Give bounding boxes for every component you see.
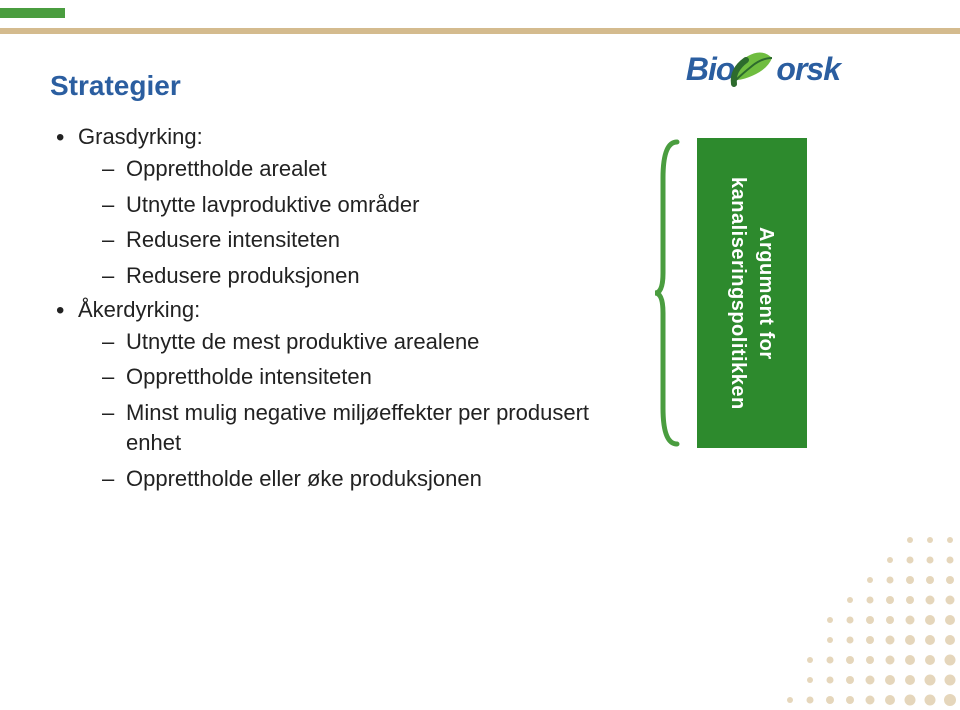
top-horizontal-line (0, 28, 960, 34)
bioforsk-logo: Bio orsk (686, 50, 840, 88)
sub-bullet-item: Minst mulig negative miljøeffekter per p… (102, 398, 650, 457)
curly-brace-icon (655, 138, 685, 448)
slide-content: Strategier Grasdyrking: Opprettholde are… (50, 70, 650, 499)
top-accent-bar (0, 8, 65, 18)
bullet-label: Grasdyrking: (78, 124, 203, 149)
bullet-item: Åkerdyrking: Utnytte de mest produktive … (50, 297, 650, 493)
sidebar-line2: kanaliseringspolitikken (727, 177, 749, 410)
logo-text-part1: Bio (686, 51, 735, 88)
sidebar-line1: Argument for (755, 227, 777, 360)
sub-bullet-list: Opprettholde arealet Utnytte lavprodukti… (78, 154, 650, 291)
logo-text-part2: orsk (776, 51, 840, 88)
slide-title: Strategier (50, 70, 650, 102)
sub-bullet-item: Redusere produksjonen (102, 261, 650, 291)
sidebar-box-text: Argument for kanaliseringspolitikken (724, 177, 780, 410)
sub-bullet-item: Opprettholde arealet (102, 154, 650, 184)
sub-bullet-item: Redusere intensiteten (102, 225, 650, 255)
sub-bullet-list: Utnytte de mest produktive arealene Oppr… (78, 327, 650, 493)
leaf-icon (728, 50, 776, 88)
sub-bullet-item: Utnytte lavproduktive områder (102, 190, 650, 220)
sidebar-argument-box: Argument for kanaliseringspolitikken (697, 138, 807, 448)
brace-and-sidebar: Argument for kanaliseringspolitikken (655, 138, 807, 448)
sub-bullet-item: Opprettholde eller øke produksjonen (102, 464, 650, 494)
sub-bullet-item: Opprettholde intensiteten (102, 362, 650, 392)
bullet-list: Grasdyrking: Opprettholde arealet Utnytt… (50, 124, 650, 493)
sub-bullet-item: Utnytte de mest produktive arealene (102, 327, 650, 357)
dots-decoration (780, 530, 960, 710)
bullet-item: Grasdyrking: Opprettholde arealet Utnytt… (50, 124, 650, 291)
bullet-label: Åkerdyrking: (78, 297, 200, 322)
